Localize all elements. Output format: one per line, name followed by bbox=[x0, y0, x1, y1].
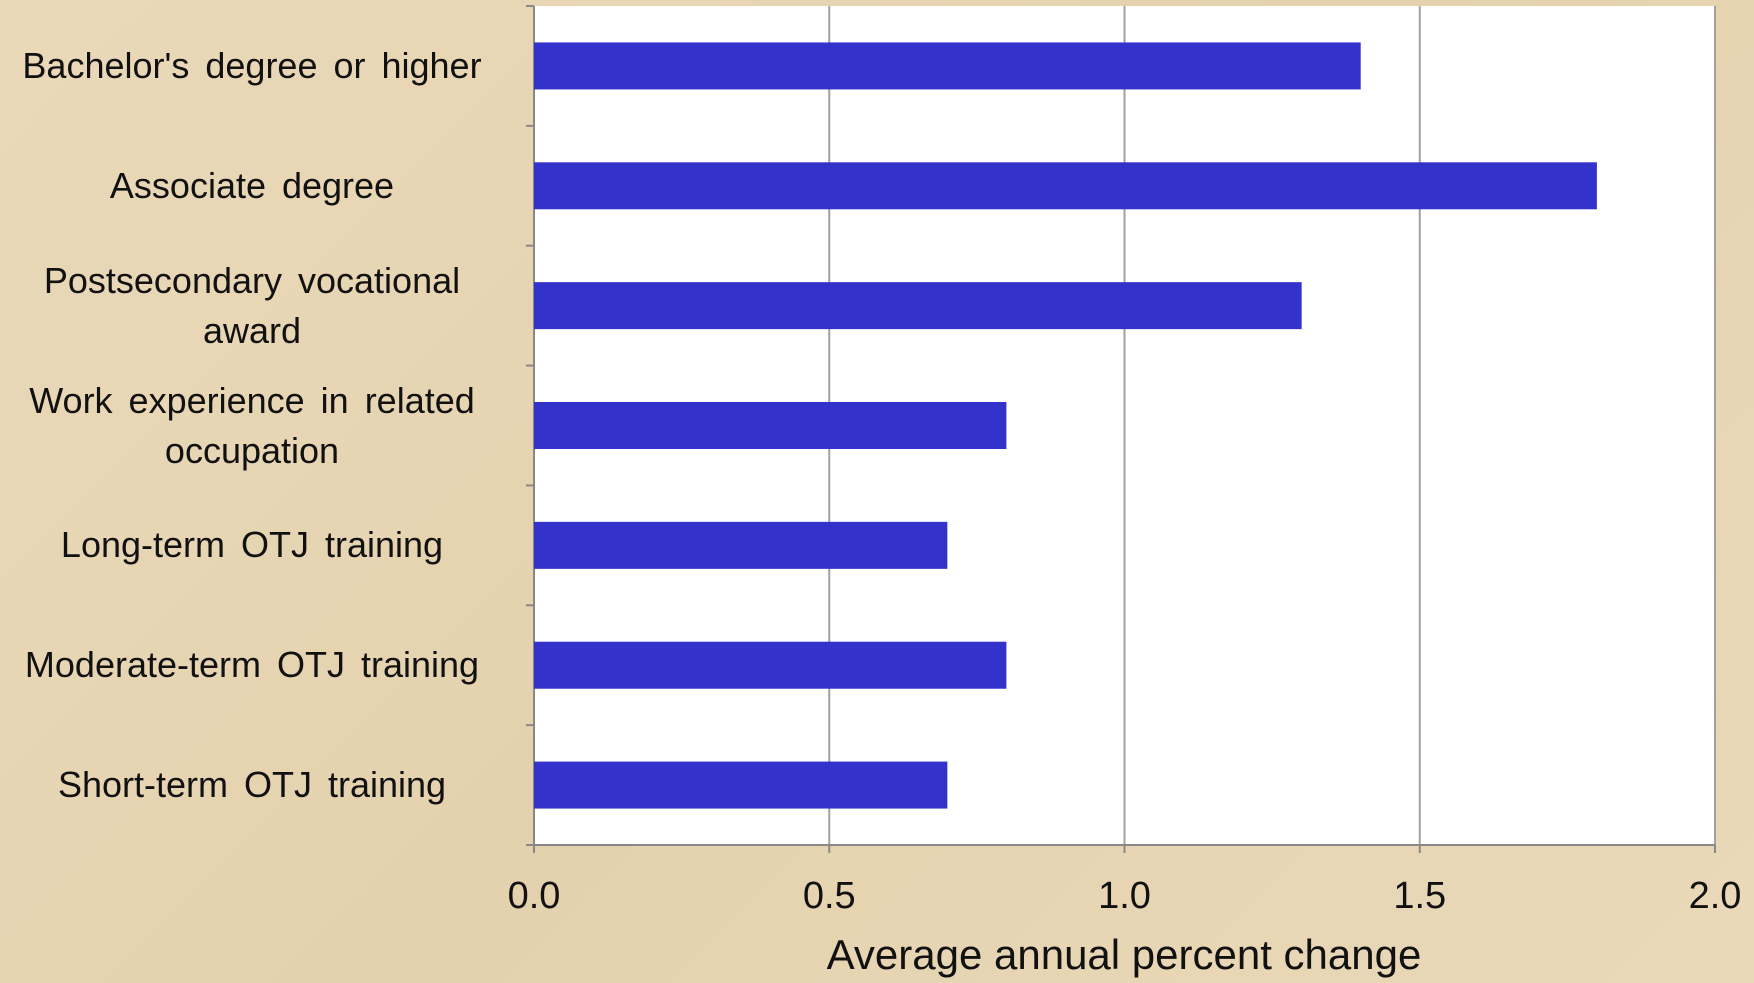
y-tick-label: Short-term OTJ training bbox=[57, 764, 447, 806]
bar bbox=[534, 761, 948, 809]
y-tick-label: Bachelor's degree or higher bbox=[22, 44, 482, 86]
x-tick-label: 1.5 bbox=[1393, 875, 1446, 917]
bar bbox=[534, 162, 1597, 210]
x-tick-label: 0.5 bbox=[803, 875, 856, 917]
x-axis-title: Average annual percent change bbox=[827, 931, 1422, 978]
bar bbox=[534, 521, 948, 569]
x-tick-label: 0.0 bbox=[508, 875, 561, 917]
y-tick-label: Long-term OTJ training bbox=[60, 524, 444, 566]
bar bbox=[534, 402, 1007, 449]
y-tick-label: Work experience in related occupation bbox=[29, 379, 475, 471]
bar bbox=[534, 282, 1302, 330]
bar bbox=[534, 42, 1361, 90]
bar bbox=[534, 641, 1007, 689]
y-tick-label: Postsecondary vocational award bbox=[43, 259, 461, 351]
x-tick-label: 2.0 bbox=[1689, 875, 1742, 917]
y-tick-label: Associate degree bbox=[109, 164, 395, 206]
x-tick-label: 1.0 bbox=[1098, 875, 1151, 917]
y-tick-label: Moderate-term OTJ training bbox=[24, 644, 480, 686]
